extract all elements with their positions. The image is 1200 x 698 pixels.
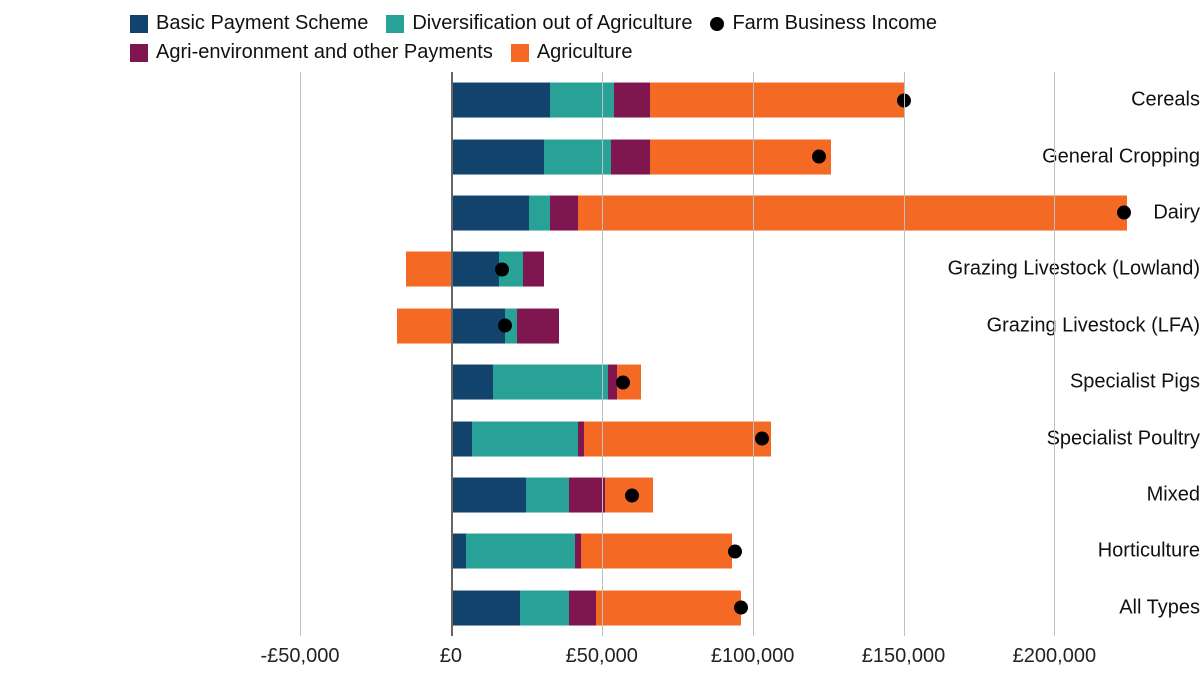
rows-container: CerealsGeneral CroppingDairyGrazing Live… — [0, 72, 1200, 636]
net-income-dot — [616, 375, 630, 389]
legend-item-agriculture: Agriculture — [511, 41, 633, 64]
legend-label: Farm Business Income — [732, 12, 937, 35]
category-row: Specialist Poultry — [0, 410, 1200, 466]
zero-line — [451, 72, 453, 636]
bar-area — [0, 308, 1200, 343]
net-income-dot — [755, 432, 769, 446]
category-row: Specialist Pigs — [0, 354, 1200, 410]
category-row: Grazing Livestock (LFA) — [0, 298, 1200, 354]
bar-area — [0, 196, 1200, 231]
bar-area — [0, 534, 1200, 569]
net-income-dot — [625, 488, 639, 502]
legend-swatch-agriculture — [511, 44, 529, 62]
legend: Basic Payment Scheme Diversification out… — [130, 12, 1120, 64]
x-tick-label: £200,000 — [1013, 645, 1096, 668]
net-income-dot — [1117, 206, 1131, 220]
bar-area — [0, 478, 1200, 513]
bar-segment-agriculture — [650, 83, 903, 118]
bar-segment-agri_env — [611, 139, 650, 174]
bar-segment-bps — [451, 83, 551, 118]
x-tick-label: £50,000 — [566, 645, 638, 668]
gridline — [602, 72, 603, 636]
x-tick-label: £150,000 — [862, 645, 945, 668]
legend-item-marker: Farm Business Income — [710, 12, 937, 35]
bar-segment-agriculture — [650, 139, 831, 174]
bar-segment-agriculture — [584, 421, 771, 456]
net-income-dot — [734, 601, 748, 615]
x-tick-label: £0 — [440, 645, 462, 668]
bar-segment-agriculture — [578, 196, 1127, 231]
legend-dot-icon — [710, 17, 724, 31]
legend-item-bps: Basic Payment Scheme — [130, 12, 368, 35]
plot-area: CerealsGeneral CroppingDairyGrazing Live… — [0, 72, 1200, 672]
bar-segment-agriculture — [406, 252, 451, 287]
bar-area — [0, 421, 1200, 456]
category-row: Grazing Livestock (Lowland) — [0, 241, 1200, 297]
legend-label: Diversification out of Agriculture — [412, 12, 692, 35]
legend-item-agrienv: Agri-environment and other Payments — [130, 41, 493, 64]
bar-segment-agri_env — [523, 252, 544, 287]
bar-area — [0, 252, 1200, 287]
bar-area — [0, 139, 1200, 174]
bar-segment-divers — [493, 365, 608, 400]
bar-segment-agri_env — [517, 308, 559, 343]
bar-segment-bps — [451, 478, 526, 513]
category-row: Dairy — [0, 185, 1200, 241]
bar-segment-bps — [451, 590, 520, 625]
category-row: Mixed — [0, 467, 1200, 523]
category-row: All Types — [0, 580, 1200, 636]
bar-segment-agri_env — [569, 478, 605, 513]
net-income-dot — [728, 544, 742, 558]
bar-area — [0, 83, 1200, 118]
bar-segment-bps — [451, 421, 472, 456]
bar-segment-agriculture — [596, 590, 741, 625]
legend-label: Agriculture — [537, 41, 633, 64]
category-row: Horticulture — [0, 523, 1200, 579]
bar-segment-bps — [451, 252, 499, 287]
legend-swatch-bps — [130, 15, 148, 33]
legend-swatch-agrienv — [130, 44, 148, 62]
bar-segment-divers — [526, 478, 568, 513]
legend-label: Agri-environment and other Payments — [156, 41, 493, 64]
bar-segment-bps — [451, 196, 529, 231]
bar-segment-divers — [550, 83, 613, 118]
x-tick-label: -£50,000 — [261, 645, 340, 668]
category-row: Cereals — [0, 72, 1200, 128]
legend-item-divers: Diversification out of Agriculture — [386, 12, 692, 35]
category-row: General Cropping — [0, 128, 1200, 184]
bar-segment-bps — [451, 308, 505, 343]
bar-segment-agriculture — [581, 534, 732, 569]
gridline — [1054, 72, 1055, 636]
net-income-dot — [498, 319, 512, 333]
bar-segment-bps — [451, 365, 493, 400]
gridline — [904, 72, 905, 636]
bar-segment-agri_env — [550, 196, 577, 231]
x-tick-label: £100,000 — [711, 645, 794, 668]
net-income-dot — [812, 150, 826, 164]
bar-area — [0, 590, 1200, 625]
gridline — [300, 72, 301, 636]
bar-segment-agri_env — [569, 590, 596, 625]
bar-segment-bps — [451, 139, 545, 174]
bar-segment-divers — [466, 534, 575, 569]
bar-segment-divers — [529, 196, 550, 231]
bar-segment-divers — [520, 590, 568, 625]
gridline — [753, 72, 754, 636]
bar-area — [0, 365, 1200, 400]
net-income-dot — [495, 262, 509, 276]
bar-segment-agri_env — [614, 83, 650, 118]
farm-income-chart: Basic Payment Scheme Diversification out… — [0, 0, 1200, 698]
bar-segment-divers — [472, 421, 578, 456]
bar-segment-bps — [451, 534, 466, 569]
legend-swatch-divers — [386, 15, 404, 33]
bar-segment-agriculture — [397, 308, 451, 343]
legend-label: Basic Payment Scheme — [156, 12, 368, 35]
